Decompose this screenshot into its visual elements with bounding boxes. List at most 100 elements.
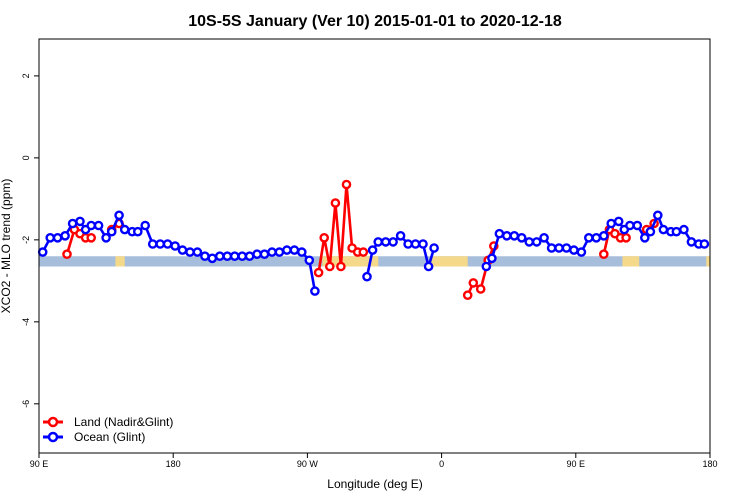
plot-frame <box>38 38 711 454</box>
y-tick-label: -4 <box>21 318 31 326</box>
series-ocean-point <box>244 251 255 262</box>
series-ocean-point <box>37 247 48 257</box>
series-ocean-point <box>632 220 643 231</box>
x-tick-label: 0 <box>439 459 444 469</box>
series-ocean-point <box>576 247 587 257</box>
series-ocean-point <box>606 218 617 229</box>
series-ocean-point <box>267 247 277 257</box>
series-land-point <box>462 290 473 301</box>
series-ocean-point <box>296 247 307 257</box>
series-ocean-point <box>185 247 195 257</box>
series-ocean-point <box>599 230 609 241</box>
series-ocean-point <box>60 230 70 241</box>
y-tick-label: -2 <box>21 236 31 244</box>
legend-ocean-marker <box>47 431 59 443</box>
series-ocean-point <box>274 247 285 257</box>
series-ocean-point <box>229 251 240 262</box>
series-ocean-point <box>252 249 262 259</box>
series-ocean-point <box>554 243 564 253</box>
series-ocean-point <box>119 224 130 235</box>
series-land-point <box>324 261 335 272</box>
series-ocean-point <box>658 224 669 235</box>
series-ocean-point <box>395 230 406 241</box>
x-axis: 90 E 180 90 W 0 90 E 180 <box>30 453 718 469</box>
series-ocean-point <box>429 243 439 253</box>
series-ocean-point <box>653 210 663 221</box>
series-ocean-point <box>362 271 372 282</box>
series-ocean-point <box>45 232 56 243</box>
series-land-point <box>358 247 369 257</box>
land-band-segment <box>706 256 710 267</box>
series-ocean-point <box>177 245 188 255</box>
series-ocean-point <box>75 216 85 227</box>
series-ocean-point <box>423 261 434 272</box>
x-tick-label: 180 <box>702 459 717 469</box>
series-ocean-point <box>546 243 557 253</box>
series-ocean-point <box>289 245 300 255</box>
series-ocean-point <box>52 232 63 243</box>
series-ocean-point <box>67 218 78 229</box>
series-ocean-point <box>679 224 689 235</box>
series-ocean-point <box>487 253 497 264</box>
series-ocean-point <box>410 239 421 249</box>
series-ocean-point <box>214 251 225 262</box>
series-ocean-point <box>192 247 203 257</box>
land-band-segment <box>430 256 468 267</box>
series-ocean-point <box>640 232 650 243</box>
series-ocean-point <box>237 251 247 262</box>
land-band-segment <box>322 256 379 267</box>
series-ocean-point <box>569 245 579 255</box>
series-land-point <box>313 267 324 278</box>
legend-land-marker <box>47 416 59 428</box>
legend-ocean-label: Ocean (Glint) <box>74 430 145 444</box>
x-tick-label: 90 W <box>297 459 319 469</box>
series-ocean-point <box>561 243 572 253</box>
series-ocean-point <box>101 232 111 243</box>
series-ocean-point <box>132 226 143 237</box>
series-ocean-point <box>207 253 218 264</box>
series-land-point <box>86 232 96 243</box>
x-axis-label: Longitude (deg E) <box>327 477 422 491</box>
series-ocean-point <box>418 239 428 249</box>
land-band-segment <box>115 256 125 267</box>
series-ocean-point <box>516 232 527 243</box>
y-tick-label: -6 <box>21 400 31 408</box>
series-ocean-point <box>494 228 505 239</box>
series-ocean-point <box>481 261 492 272</box>
series-ocean-point <box>114 210 124 221</box>
chart-title: 10S-5S January (Ver 10) 2015-01-01 to 20… <box>188 13 562 30</box>
series-ocean-point <box>613 216 624 227</box>
series-ocean-point <box>259 249 270 259</box>
legend: Land (Nadir&Glint) Ocean (Glint) <box>43 415 173 444</box>
series-ocean-point <box>155 239 165 249</box>
series-ocean-point <box>591 232 602 243</box>
y-tick-label: 2 <box>21 73 31 78</box>
x-tick-label: 180 <box>166 459 181 469</box>
series-ocean-point <box>625 220 635 231</box>
series-land-point <box>341 179 352 190</box>
series-land-point <box>330 198 341 208</box>
series-land-point <box>621 232 631 243</box>
series-ocean-point <box>162 239 173 249</box>
y-axis-label: XCO2 - MLO trend (ppm) <box>0 179 13 314</box>
series-land-point <box>336 261 346 272</box>
series-layer <box>37 179 710 301</box>
series-ocean-point <box>170 241 180 251</box>
series-ocean-point <box>699 239 710 249</box>
series-ocean-point <box>200 251 210 262</box>
series-land-point <box>599 249 609 259</box>
series-ocean-point <box>671 226 682 237</box>
x-tick-label: 90 E <box>567 459 586 469</box>
series-ocean-point <box>524 237 535 247</box>
series-ocean-point <box>310 286 320 296</box>
series-ocean-point <box>584 232 594 243</box>
plot-area <box>37 38 711 454</box>
series-ocean-point <box>686 237 697 247</box>
series-ocean-point <box>373 237 384 247</box>
x-tick-label: 90 E <box>30 459 49 469</box>
series-ocean-point <box>501 230 512 241</box>
series-ocean-point <box>645 226 656 237</box>
series-ocean <box>37 210 710 296</box>
series-ocean-point <box>282 245 292 255</box>
